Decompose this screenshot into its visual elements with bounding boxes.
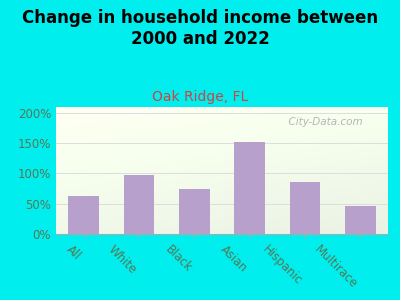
Text: Oak Ridge, FL: Oak Ridge, FL [152,90,248,104]
Bar [179,189,210,234]
Bar [290,182,320,234]
Bar [124,175,154,234]
Bar [68,196,99,234]
Bar [234,142,265,234]
Text: Change in household income between
2000 and 2022: Change in household income between 2000 … [22,9,378,48]
Bar [345,206,376,234]
Text: City-Data.com: City-Data.com [282,117,362,127]
